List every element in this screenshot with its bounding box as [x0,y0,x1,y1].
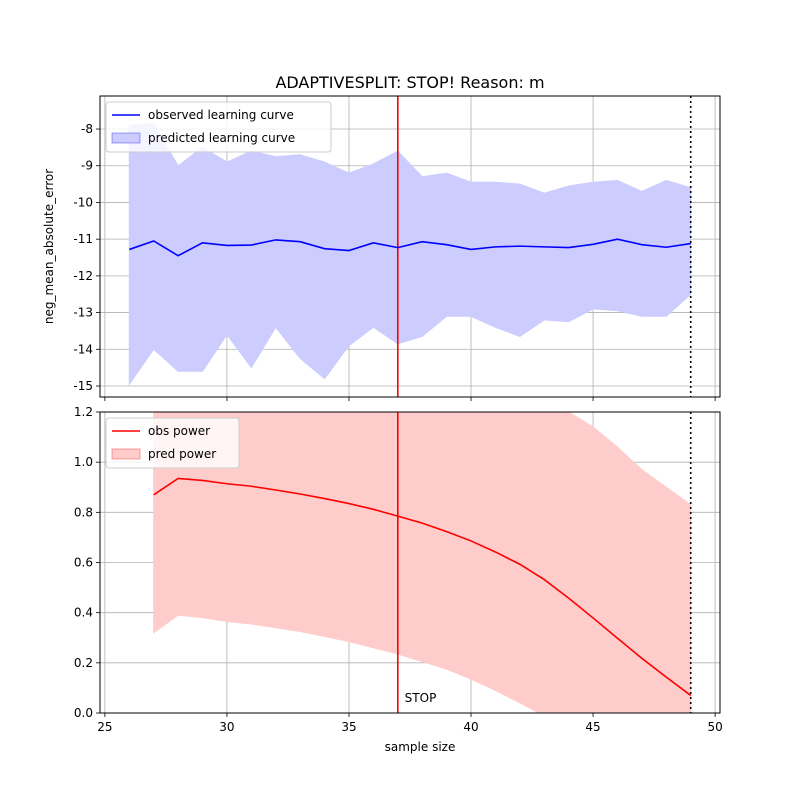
y-tick-label: -11 [73,232,93,246]
x-tick-label: 45 [585,720,600,734]
legend-band-swatch [111,448,141,460]
top-panel: -15 -14 -13 -12 -11 -10 -9 -8 neg_mean_absolute_… [42,95,721,401]
legend-label: predicted learning curve [148,131,295,145]
y-tick-label: 0.6 [74,556,93,570]
y-tick-label: -9 [81,159,93,173]
y-tick-label: -14 [73,342,93,356]
x-tick-label: 25 [97,720,112,734]
axes-frame [99,95,721,398]
y-tick-label: -10 [73,195,93,209]
chart-title: ADAPTIVESPLIT: STOP! Reason: m [275,73,544,92]
x-tick-label: 35 [341,720,356,734]
y-tick-label: -15 [73,379,93,393]
x-axis-label: sample size [385,740,456,754]
stop-annotation: STOP [405,691,437,705]
series-line-0 [129,238,691,257]
legend-box [105,101,332,153]
y-tick-label: 0.2 [74,656,93,670]
y-tick-label: -13 [73,306,93,320]
x-tick-label: 40 [463,720,478,734]
y-tick-label: 1.0 [74,455,93,469]
legend-label: obs power [148,424,210,438]
legend: obs power pred power [105,417,240,469]
band-1 [153,412,692,713]
x-tick-label: 50 [707,720,722,734]
y-tick-label: 0.8 [74,505,93,519]
legend: observed learning curve predicted learnin… [105,101,332,153]
legend-band-swatch [111,132,141,144]
y-tick-label: 0.0 [74,706,93,720]
x-tick-label: 30 [219,720,234,734]
y-tick-label: -8 [81,122,93,136]
y-axis-label: neg_mean_absolute_error [42,169,56,324]
y-tick-label: 0.4 [74,606,93,620]
y-tick-label: 1.2 [74,405,93,419]
plot-area [128,96,692,397]
legend-label: pred power [148,447,216,461]
bottom-panel: STOP 25 30 35 40 45 50 0.0 0.2 0.4 0.6 0.8 1.0 1.2 sam… [74,405,723,754]
band-1 [128,123,692,386]
series-line-0 [153,477,692,697]
legend-label: observed learning curve [148,108,294,122]
plot-area [153,412,692,713]
y-tick-label: -12 [73,269,93,283]
